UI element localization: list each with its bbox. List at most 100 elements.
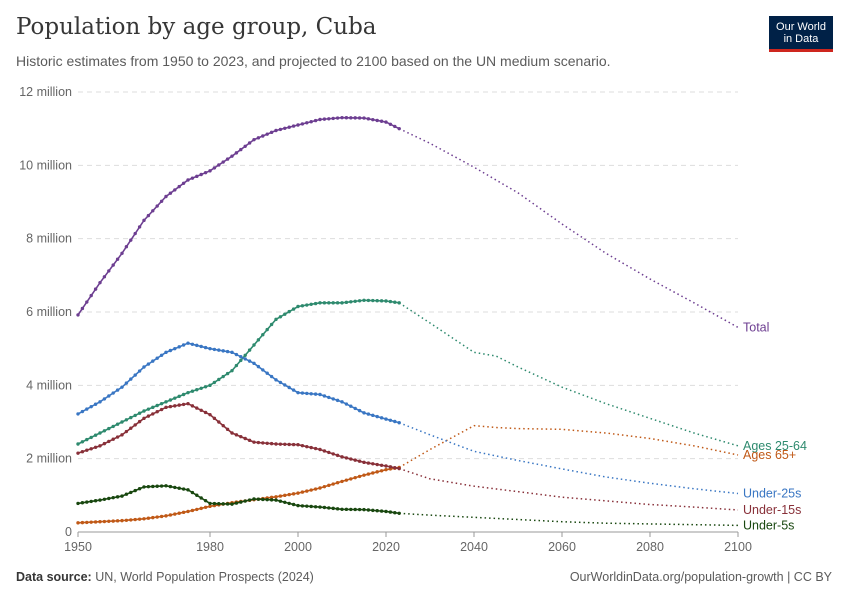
data-point-ages-65-[interactable]	[371, 471, 375, 475]
data-point-under-5s[interactable]	[252, 497, 256, 501]
data-point-under-15s[interactable]	[371, 462, 375, 466]
data-point-ages-65-[interactable]	[195, 507, 199, 512]
data-point-total[interactable]	[335, 116, 340, 120]
data-point-under-5s[interactable]	[177, 486, 181, 490]
data-point-under-15s[interactable]	[217, 420, 221, 424]
data-point-under-15s[interactable]	[133, 423, 137, 427]
data-point-ages-25-64[interactable]	[371, 298, 375, 303]
data-point-under-5s[interactable]	[212, 501, 217, 506]
data-point-total[interactable]	[379, 119, 384, 123]
data-point-under-5s[interactable]	[375, 509, 379, 513]
data-point-ages-65-[interactable]	[313, 487, 318, 491]
data-point-ages-25-64[interactable]	[155, 403, 159, 408]
data-point-total[interactable]	[274, 128, 278, 133]
data-point-ages-65-[interactable]	[278, 494, 283, 498]
data-point-under-25s[interactable]	[375, 414, 379, 419]
data-point-ages-25-64[interactable]	[133, 413, 137, 418]
data-point-under-15s[interactable]	[357, 459, 362, 463]
data-point-under-25s[interactable]	[137, 369, 142, 373]
data-point-total[interactable]	[155, 204, 159, 208]
data-point-under-15s[interactable]	[256, 440, 261, 445]
data-point-ages-65-[interactable]	[159, 514, 164, 519]
data-point-under-25s[interactable]	[76, 412, 80, 416]
data-point-under-25s[interactable]	[133, 373, 137, 377]
data-point-ages-25-64[interactable]	[283, 312, 287, 316]
data-point-ages-25-64[interactable]	[93, 433, 98, 437]
data-point-total[interactable]	[269, 130, 274, 135]
data-point-total[interactable]	[142, 218, 146, 223]
data-point-ages-25-64[interactable]	[252, 343, 256, 347]
data-point-ages-25-64[interactable]	[349, 300, 353, 304]
projection-line-ages-65-[interactable]	[398, 424, 739, 469]
data-point-total[interactable]	[133, 231, 137, 236]
data-point-total[interactable]	[375, 118, 379, 123]
data-point-under-15s[interactable]	[89, 447, 93, 451]
data-point-under-15s[interactable]	[146, 414, 151, 418]
data-point-under-25s[interactable]	[344, 402, 349, 406]
data-point-under-15s[interactable]	[291, 442, 296, 447]
data-point-ages-25-64[interactable]	[177, 394, 181, 399]
data-point-total[interactable]	[349, 116, 353, 120]
data-point-ages-65-[interactable]	[384, 467, 388, 472]
data-point-under-5s[interactable]	[203, 498, 208, 503]
data-point-under-5s[interactable]	[239, 500, 243, 504]
data-point-total[interactable]	[164, 194, 168, 199]
data-point-under-15s[interactable]	[252, 440, 256, 444]
data-point-under-25s[interactable]	[208, 346, 212, 351]
data-point-total[interactable]	[327, 117, 331, 121]
data-point-under-15s[interactable]	[85, 448, 89, 452]
data-point-under-5s[interactable]	[291, 502, 296, 507]
data-point-under-25s[interactable]	[129, 377, 133, 381]
data-point-under-15s[interactable]	[384, 464, 388, 468]
data-point-under-25s[interactable]	[203, 345, 208, 350]
data-point-under-5s[interactable]	[93, 499, 98, 503]
data-point-under-15s[interactable]	[300, 443, 305, 448]
data-point-total[interactable]	[151, 209, 155, 213]
data-point-ages-25-64[interactable]	[296, 304, 300, 309]
data-point-under-25s[interactable]	[340, 400, 344, 404]
data-point-ages-65-[interactable]	[173, 512, 177, 516]
data-point-ages-65-[interactable]	[155, 515, 159, 519]
data-point-under-25s[interactable]	[195, 343, 199, 348]
data-point-under-5s[interactable]	[190, 490, 195, 495]
data-point-under-15s[interactable]	[362, 460, 366, 465]
data-point-under-15s[interactable]	[327, 450, 331, 455]
data-point-ages-65-[interactable]	[107, 519, 111, 523]
data-point-under-5s[interactable]	[388, 510, 393, 514]
data-point-under-25s[interactable]	[199, 344, 203, 349]
source-link[interactable]: OurWorldinData.org/population-growth | C…	[569, 570, 832, 584]
data-point-under-15s[interactable]	[142, 416, 146, 421]
projection-line-ages-25-64[interactable]	[398, 302, 739, 447]
projection-line-under-15s[interactable]	[398, 467, 739, 511]
data-point-under-25s[interactable]	[230, 350, 234, 355]
data-point-ages-25-64[interactable]	[353, 299, 357, 303]
data-point-ages-65-[interactable]	[177, 511, 181, 515]
data-point-under-5s[interactable]	[287, 501, 291, 506]
data-point-ages-25-64[interactable]	[265, 327, 269, 332]
data-point-ages-65-[interactable]	[353, 475, 357, 480]
data-point-ages-25-64[interactable]	[129, 415, 133, 420]
data-point-ages-65-[interactable]	[327, 483, 331, 488]
data-point-under-25s[interactable]	[89, 404, 93, 409]
data-point-under-5s[interactable]	[300, 504, 305, 508]
data-point-ages-25-64[interactable]	[212, 380, 217, 385]
data-point-total[interactable]	[344, 116, 349, 120]
data-point-total[interactable]	[362, 116, 366, 120]
data-point-under-25s[interactable]	[393, 419, 397, 424]
data-point-total[interactable]	[357, 116, 362, 120]
data-point-under-25s[interactable]	[300, 391, 305, 395]
data-point-ages-25-64[interactable]	[111, 424, 115, 429]
data-point-ages-25-64[interactable]	[357, 299, 362, 303]
data-point-ages-65-[interactable]	[93, 520, 98, 524]
data-point-under-5s[interactable]	[278, 499, 283, 503]
data-point-under-5s[interactable]	[247, 498, 252, 502]
owid-logo[interactable]: Our World in Data	[769, 16, 833, 52]
data-point-ages-25-64[interactable]	[142, 409, 146, 413]
data-point-under-5s[interactable]	[133, 488, 137, 493]
data-point-under-25s[interactable]	[252, 361, 256, 366]
data-point-under-25s[interactable]	[225, 349, 230, 354]
data-point-under-25s[interactable]	[362, 411, 366, 415]
data-point-total[interactable]	[283, 126, 287, 130]
data-point-ages-25-64[interactable]	[115, 422, 120, 426]
data-point-total[interactable]	[221, 160, 225, 164]
